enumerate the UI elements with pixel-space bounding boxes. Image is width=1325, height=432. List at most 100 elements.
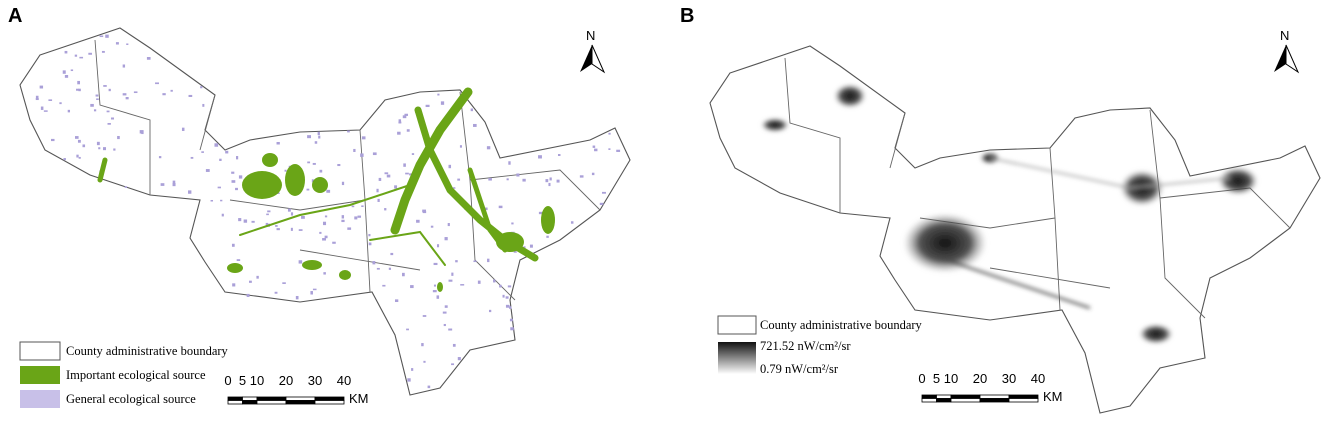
patch — [158, 156, 162, 159]
patch — [78, 88, 81, 92]
legend-label: County administrative boundary — [760, 318, 923, 332]
patch — [470, 108, 473, 112]
patch — [231, 180, 236, 183]
patch — [82, 144, 86, 148]
patch — [307, 161, 311, 164]
patch — [378, 177, 382, 181]
patch — [448, 328, 453, 331]
scale-segment — [227, 400, 243, 405]
patch — [298, 260, 303, 264]
patch — [546, 235, 549, 238]
patch — [384, 172, 389, 175]
patch — [122, 93, 127, 96]
patch — [452, 187, 456, 189]
patch — [430, 225, 434, 228]
patch — [63, 158, 66, 161]
patch — [326, 189, 331, 193]
patch — [106, 110, 110, 113]
patch — [95, 94, 99, 97]
patch — [219, 158, 222, 161]
scale-label: 0 — [224, 373, 231, 388]
patch — [570, 221, 574, 224]
patch — [122, 64, 126, 68]
patch — [506, 178, 509, 181]
patch — [221, 213, 224, 217]
scale-segment — [979, 394, 1010, 399]
scale-segment — [936, 398, 952, 403]
scale-bar: 0 5 10 20 30 40 KM — [224, 373, 368, 406]
patch — [591, 172, 595, 176]
patch — [354, 216, 358, 220]
patch — [96, 141, 100, 146]
patch — [214, 143, 219, 147]
patch — [509, 318, 513, 322]
patch — [548, 182, 551, 187]
patch — [133, 91, 138, 94]
patch — [210, 199, 214, 202]
scale-unit: KM — [1043, 389, 1063, 404]
patch — [460, 284, 465, 286]
patch — [276, 141, 280, 145]
patch — [599, 202, 604, 206]
patch — [77, 139, 81, 143]
patch — [181, 127, 185, 131]
scale-segment — [285, 396, 316, 401]
patch — [267, 210, 271, 213]
patch — [256, 275, 259, 279]
patch — [48, 99, 53, 101]
patch — [360, 153, 364, 157]
patch — [376, 267, 380, 270]
patch — [386, 174, 391, 178]
patch — [74, 54, 78, 57]
scale-label: 10 — [250, 373, 264, 388]
patch — [485, 207, 488, 211]
patch — [416, 219, 420, 223]
scale-unit: KM — [349, 391, 369, 406]
legend-swatch — [19, 341, 61, 361]
patch — [545, 179, 549, 183]
patch — [232, 283, 236, 287]
important-ecological-source — [227, 153, 555, 292]
north-label: N — [1280, 28, 1289, 43]
patch — [608, 132, 611, 135]
scale-segment — [242, 400, 258, 405]
patch — [608, 148, 611, 150]
patch — [76, 154, 79, 158]
patch — [312, 288, 317, 291]
important-ecological-source — [97, 87, 539, 266]
patch — [507, 285, 512, 288]
general-ecological-source — [35, 34, 621, 389]
patch — [146, 57, 151, 60]
patch — [457, 178, 461, 181]
patch — [238, 218, 242, 222]
patch — [451, 272, 454, 276]
patch — [319, 231, 322, 234]
patch — [427, 385, 431, 389]
patch — [409, 173, 413, 176]
patch — [88, 52, 92, 55]
patch — [43, 110, 48, 112]
legend-swatch — [717, 315, 757, 335]
patch — [502, 294, 505, 298]
patch — [323, 272, 326, 275]
patch — [522, 178, 526, 182]
scale-segment — [936, 394, 952, 399]
patch — [394, 185, 398, 189]
north-arrow — [580, 45, 592, 72]
patch — [265, 222, 269, 227]
patch — [64, 50, 68, 54]
patch — [448, 279, 453, 282]
patch — [444, 237, 448, 241]
patch — [397, 131, 401, 135]
patch — [125, 97, 129, 100]
patch — [337, 164, 341, 167]
patch — [93, 109, 97, 112]
legend-swatch — [20, 366, 60, 384]
patch — [341, 181, 345, 186]
north-label: N — [586, 28, 595, 43]
patch — [447, 223, 450, 227]
patch — [103, 85, 107, 87]
patch — [314, 141, 318, 144]
scale-label: 5 — [933, 371, 940, 386]
patch — [284, 169, 287, 172]
